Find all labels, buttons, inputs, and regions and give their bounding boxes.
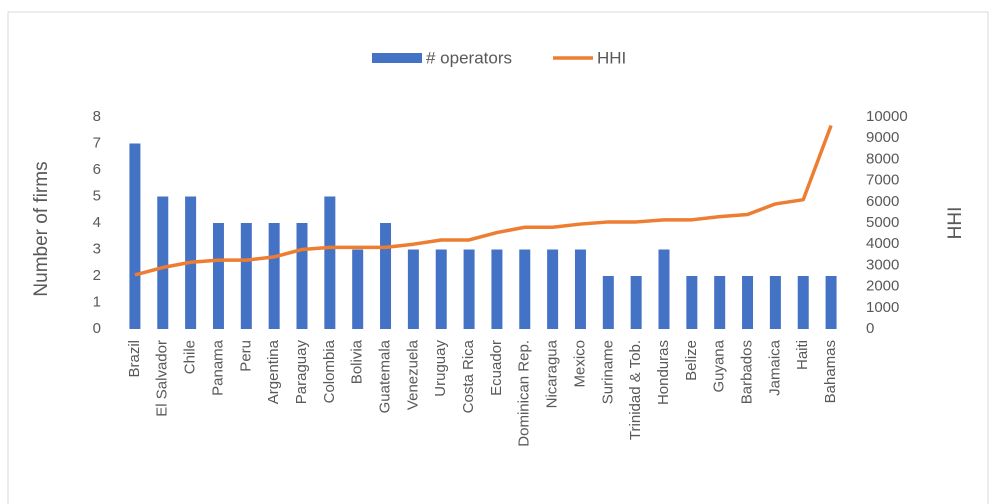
bar [797,276,809,329]
bar [296,223,308,329]
y2-tick-label: 0 [866,320,874,337]
legend-label: HHI [597,48,626,67]
bar [157,196,169,329]
x-tick-label: Guatemala [377,339,394,413]
y-axis-label: Number of firms [31,161,52,296]
bar [268,223,280,329]
x-tick-label: Honduras [655,340,672,405]
y-tick-label: 5 [93,187,101,204]
bar [519,249,531,329]
y2-tick-label: 3000 [866,256,899,273]
bar [129,143,141,329]
y2-tick-label: 4000 [866,235,899,252]
x-tick-label: Peru [237,340,254,372]
y2-tick-label: 7000 [866,172,899,189]
x-tick-label: Jamaica [766,339,783,396]
chart-border [7,11,989,504]
x-tick-label: Costa Rica [460,339,477,413]
bar [240,223,252,329]
x-tick-label: Suriname [599,340,616,404]
x-tick-label: Paraguay [293,340,310,405]
x-tick-label: Nicaragua [544,339,561,408]
bar [825,276,837,329]
bar [463,249,475,329]
y-tick-label: 2 [93,267,101,284]
x-tick-label: Brazil [126,340,143,378]
bar [212,223,224,329]
bar [324,196,336,329]
y-tick-label: 6 [93,161,101,178]
x-tick-label: Dominican Rep. [516,340,533,447]
x-tick-label: Chile [182,340,199,374]
x-tick-label: Guyana [711,339,728,392]
x-tick-label: Uruguay [432,340,449,397]
bar [686,276,698,329]
x-tick-label: Panama [209,339,226,396]
x-tick-label: Argentina [265,339,282,404]
y2-tick-label: 2000 [866,278,899,295]
y-tick-label: 8 [93,108,101,125]
y2-axis-label: HHI [945,207,966,240]
bar [714,276,726,329]
bar [602,276,614,329]
y-tick-label: 7 [93,134,101,151]
y2-tick-label: 6000 [866,193,899,210]
x-tick-label: El Salvador [154,340,171,417]
x-tick-label: Venezuela [404,339,421,410]
y-tick-label: 1 [93,293,101,310]
y2-tick-label: 5000 [866,214,899,231]
y2-tick-label: 10000 [866,108,908,125]
y2-tick-label: 1000 [866,299,899,316]
bar [491,249,503,329]
x-tick-label: Trinidad & Tob. [627,340,644,440]
x-tick-label: Colombia [321,339,338,403]
line [134,124,833,277]
legend-swatch [372,53,422,63]
bar [769,276,781,329]
y-tick-label: 4 [93,214,101,231]
bar [547,249,559,329]
bar [658,249,670,329]
x-tick-label: Ecuador [488,340,505,396]
bar [380,223,392,329]
bar [630,276,642,329]
x-tick-label: Bahamas [822,340,839,403]
y-tick-label: 3 [93,240,101,257]
x-tick-label: Barbados [739,340,756,404]
bar [435,249,447,329]
bar [407,249,419,329]
y2-tick-label: 9000 [866,129,899,146]
x-tick-label: Bolivia [349,339,366,384]
x-tick-label: Belize [683,340,700,381]
x-tick-label: Haiti [794,340,811,370]
bar [352,249,364,329]
legend-label: # operators [426,48,512,67]
bar [574,249,586,329]
x-tick-label: Mexico [571,340,588,388]
bar [742,276,754,329]
y-tick-label: 0 [93,320,101,337]
y2-tick-label: 8000 [866,150,899,167]
